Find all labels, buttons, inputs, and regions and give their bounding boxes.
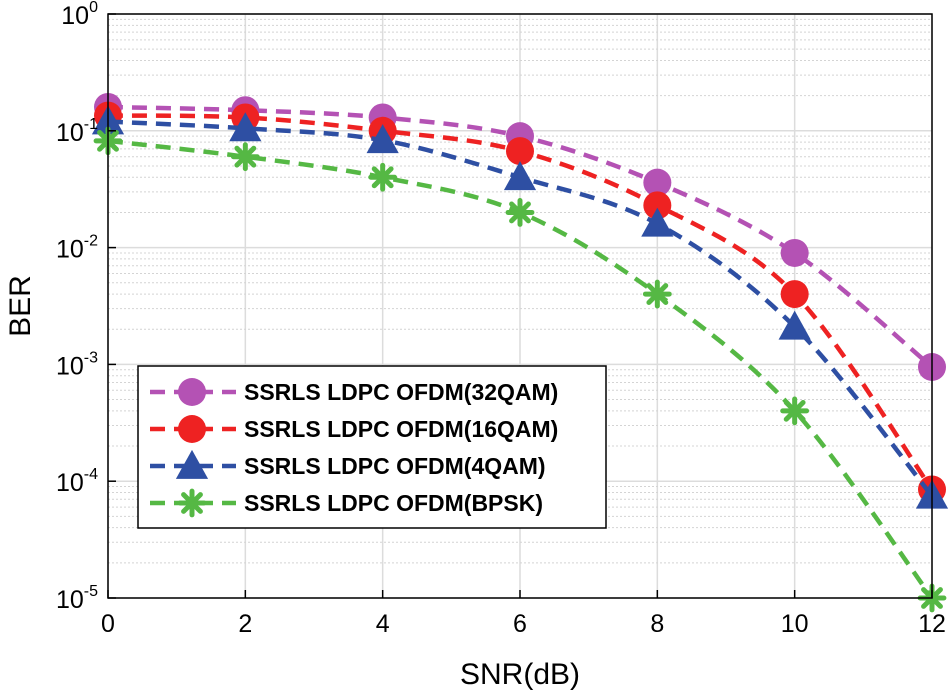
- y-axis-title: BER: [4, 275, 37, 337]
- legend-entry: SSRLS LDPC OFDM(32QAM): [150, 378, 558, 406]
- data-point: [505, 198, 535, 227]
- y-tick-label: 10-4: [56, 466, 98, 497]
- data-point: [643, 168, 672, 197]
- x-tick-label: 12: [918, 610, 946, 638]
- y-tick-label: 10-1: [56, 116, 98, 147]
- x-tick-label: 2: [238, 610, 252, 638]
- legend-marker: [178, 415, 206, 443]
- series-lines: [91, 92, 949, 613]
- legend-label: SSRLS LDPC OFDM(16QAM): [244, 416, 558, 442]
- asterisk-core: [239, 150, 252, 163]
- data-point: [641, 207, 674, 237]
- y-tick-label: 10-3: [56, 349, 98, 380]
- legend: SSRLS LDPC OFDM(32QAM) SSRLS LDPC OFDM(16…: [137, 365, 607, 529]
- asterisk-core: [788, 404, 801, 417]
- axis-ticks: 0 2 4 6 8 10 12 10-5 10-4 10-3 10-2 10-1 100: [56, 0, 946, 638]
- legend-entry: SSRLS LDPC OFDM(4QAM): [150, 449, 546, 479]
- asterisk-core: [514, 206, 526, 219]
- asterisk-core: [651, 288, 664, 300]
- x-tick-label: 6: [513, 610, 527, 638]
- y-tick-label: 10-5: [56, 583, 98, 614]
- data-point: [230, 142, 260, 172]
- asterisk-core: [376, 171, 389, 184]
- series-3: [93, 126, 947, 613]
- data-point: [780, 280, 809, 309]
- data-point: [503, 161, 537, 191]
- asterisk-core: [186, 497, 198, 509]
- data-point: [642, 279, 672, 309]
- legend-box: [137, 365, 607, 529]
- legend-marker: [175, 449, 209, 479]
- legend-marker: [177, 488, 207, 518]
- data-point: [366, 124, 399, 154]
- x-tick-label: 8: [650, 610, 664, 638]
- legend-entry: SSRLS LDPC OFDM(BPSK): [150, 488, 543, 518]
- data-point: [780, 396, 810, 426]
- series-line: [107, 113, 934, 491]
- legend-label: SSRLS LDPC OFDM(BPSK): [244, 490, 543, 516]
- x-tick-label: 4: [376, 610, 390, 638]
- y-tick-label: 10-2: [56, 233, 98, 264]
- data-point: [506, 137, 534, 166]
- x-tick-label: 0: [101, 610, 115, 638]
- data-point: [780, 238, 809, 267]
- data-point: [778, 310, 811, 340]
- legend-label: SSRLS LDPC OFDM(4QAM): [244, 453, 546, 479]
- y-tick-label: 100: [61, 0, 98, 30]
- legend-marker: [178, 378, 206, 406]
- legend-entry: SSRLS LDPC OFDM(16QAM): [150, 415, 558, 443]
- data-point: [368, 162, 398, 192]
- data-point: [643, 191, 672, 220]
- x-axis-title: SNR(dB): [460, 658, 580, 691]
- x-tick-label: 10: [781, 610, 809, 638]
- data-point: [229, 112, 262, 142]
- series-2: [91, 105, 949, 509]
- legend-label: SSRLS LDPC OFDM(32QAM): [244, 379, 558, 405]
